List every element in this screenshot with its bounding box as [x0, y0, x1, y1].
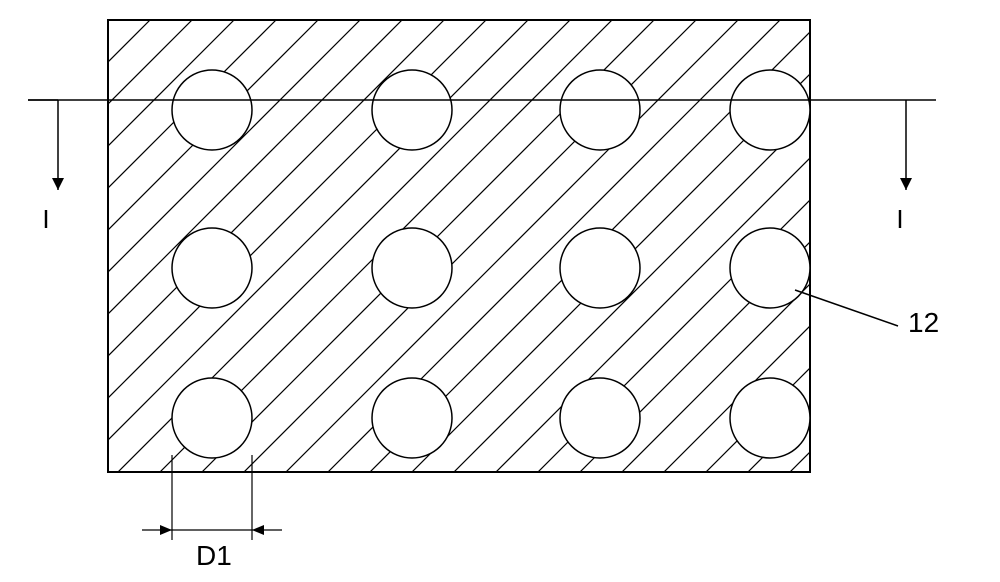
dimension-d1-label: D1 [196, 540, 232, 571]
hole-circle [372, 378, 452, 458]
hole-circle [730, 228, 810, 308]
hole-circle [560, 228, 640, 308]
hole-circle [172, 378, 252, 458]
diagram-svg: I I 12 D1 [0, 0, 1000, 582]
hole-circle [372, 70, 452, 150]
hole-circle [560, 70, 640, 150]
section-label-left: I [42, 204, 49, 234]
callout-12-label: 12 [908, 307, 939, 338]
hole-circle [730, 378, 810, 458]
hole-circle [372, 228, 452, 308]
section-label-right: I [896, 204, 903, 234]
hole-circle [560, 378, 640, 458]
hole-circle [172, 70, 252, 150]
callout-12: 12 [795, 290, 939, 338]
hole-circle [730, 70, 810, 150]
hole-circle [172, 228, 252, 308]
